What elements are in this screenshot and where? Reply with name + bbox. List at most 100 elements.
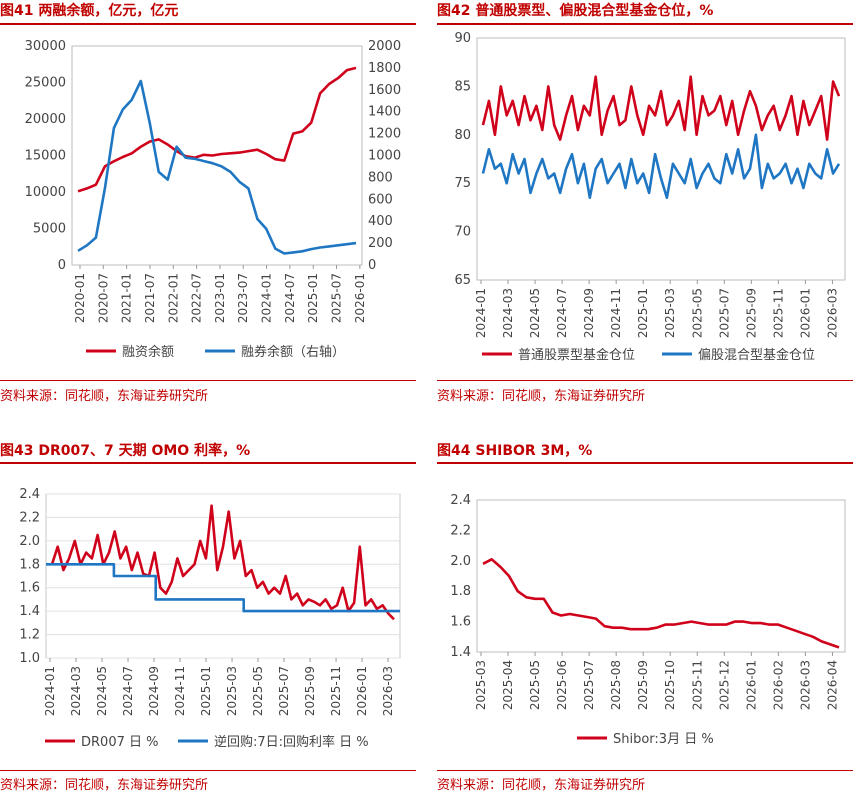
y-tick-label: 15000 (25, 149, 66, 164)
x-tick-label: 2021-01 (120, 273, 134, 323)
plot-frame (476, 37, 846, 281)
x-tick-label: 2024-09 (582, 288, 596, 338)
y-tick-label: 90 (454, 31, 471, 46)
x-tick-label: 2026-03 (798, 660, 812, 710)
plot-frame (45, 493, 401, 659)
y2-tick-label: 1800 (368, 61, 401, 76)
y2-tick-label: 2000 (368, 39, 401, 54)
y-tick-label: 1.4 (19, 604, 40, 619)
y-tick-label: 2.2 (19, 510, 40, 525)
fund-position-chart: 65 70 75 80 85 90 2024-01 2024-03 2024-05 2024-07… (454, 31, 846, 363)
y-tick-label: 75 (454, 176, 471, 191)
margin-balance-chart: 0 5000 10000 15000 20000 25000 30000 0 200 400 600… (25, 39, 401, 360)
y2-tick-label: 600 (368, 192, 393, 207)
y-tick-label: 65 (454, 273, 471, 288)
y-tick-label: 70 (454, 225, 471, 240)
plot-frame (476, 499, 846, 653)
x-tick-label: 2024-07 (283, 273, 297, 323)
y-tick-label: 1.6 (450, 615, 471, 630)
legend-label: 逆回购:7日:回购利率 日 % (214, 734, 369, 750)
x-tick-label: 2025-01 (199, 666, 213, 716)
x-tick-label: 2021-07 (143, 273, 157, 323)
panel-title: 图41 两融余额，亿元，亿元 (0, 3, 179, 19)
x-tick-label: 2022-01 (166, 273, 180, 323)
title-rule (437, 462, 853, 464)
legend-label: Shibor:3月 日 % (613, 732, 714, 747)
x-tick-label: 2026-01 (798, 288, 812, 338)
x-tick-label: 2025-03 (474, 660, 488, 710)
legend-label: 融资余额 (122, 344, 174, 360)
title-rule (0, 23, 416, 25)
y-tick-label: 1.6 (19, 581, 40, 596)
x-tick-label: 2026-03 (381, 666, 395, 716)
series-line (481, 133, 841, 199)
y2-tick-label: 1400 (368, 105, 401, 120)
series-line (77, 79, 357, 255)
x-tick-label: 2026-02 (771, 660, 785, 710)
x-tick-label: 2025-10 (663, 660, 677, 710)
source-rule (0, 770, 416, 771)
source-note: 资料来源：同花顺，东海证券研究所 (0, 778, 209, 793)
panel-margin-balance: 图41 两融余额，亿元，亿元 0 5000 10000 15000 20000 25000… (0, 0, 416, 404)
source-rule (437, 770, 853, 771)
legend-label: 普通股票型基金仓位 (518, 347, 635, 363)
y-tick-label: 2.0 (19, 534, 40, 549)
y2-tick-label: 1600 (368, 83, 401, 98)
series-line (481, 75, 841, 141)
source-note: 资料来源：同花顺，东海证券研究所 (0, 389, 209, 404)
title-rule (0, 462, 416, 464)
x-tick-label: 2024-01 (43, 666, 57, 716)
x-tick-label: 2024-07 (555, 288, 569, 338)
series-line (46, 563, 400, 613)
x-tick-label: 2024-05 (95, 666, 109, 716)
y-tick-label: 10000 (25, 185, 66, 200)
y-tick-label: 2.0 (450, 554, 471, 569)
x-tick-label: 2026-01 (744, 660, 758, 710)
y-tick-label: 1.8 (19, 557, 40, 572)
shibor-3m-chart: 1.4 1.6 1.8 2.0 2.2 2.4 2025-03 2025-04 2025-05 2… (450, 493, 846, 747)
panel-title: 图42 普通股票型、偏股混合型基金仓位，% (437, 3, 714, 19)
y-tick-label: 2.4 (450, 493, 471, 508)
x-tick-label: 2025-11 (771, 288, 785, 338)
y-tick-label: 30000 (25, 39, 66, 54)
y2-tick-label: 800 (368, 170, 393, 185)
x-tick-label: 2025-12 (717, 660, 731, 710)
x-tick-label: 2025-09 (744, 288, 758, 338)
x-tick-label: 2025-08 (609, 660, 623, 710)
x-tick-label: 2025-07 (330, 273, 344, 323)
y2-tick-label: 0 (368, 258, 376, 273)
x-tick-label: 2024-01 (260, 273, 274, 323)
x-tick-label: 2025-07 (717, 288, 731, 338)
x-tick-label: 2024-03 (69, 666, 83, 716)
series-line (77, 66, 357, 193)
x-tick-label: 2022-07 (190, 273, 204, 323)
source-rule (437, 380, 853, 381)
x-tick-label: 2024-03 (501, 288, 515, 338)
x-tick-label: 2024-09 (147, 666, 161, 716)
x-tick-label: 2025-01 (636, 288, 650, 338)
panel-dr007-omo: 图43 DR007、7 天期 OMO 利率，% 1.0 1.2 1.4 1.6 1.8 2… (0, 440, 416, 794)
x-tick-label: 2025-11 (329, 666, 343, 716)
series-line (482, 558, 840, 649)
x-tick-label: 2025-01 (306, 273, 320, 323)
x-tick-label: 2025-04 (501, 660, 515, 710)
y-tick-label: 0 (58, 258, 66, 273)
x-tick-label: 2020-07 (96, 273, 110, 323)
y2-tick-label: 1200 (368, 127, 401, 142)
y-tick-label: 85 (454, 79, 471, 94)
x-tick-label: 2026-03 (825, 288, 839, 338)
x-tick-label: 2025-09 (636, 660, 650, 710)
x-tick-label: 2023-07 (236, 273, 250, 323)
y-tick-label: 1.8 (450, 584, 471, 599)
x-tick-label: 2024-11 (609, 288, 623, 338)
panel-title: 图43 DR007、7 天期 OMO 利率，% (0, 443, 251, 459)
x-tick-label: 2024-07 (121, 666, 135, 716)
series-line (50, 504, 395, 621)
x-tick-label: 2025-11 (690, 660, 704, 710)
legend-label: 偏股混合型基金仓位 (698, 347, 815, 363)
plot-frame (71, 45, 363, 266)
panel-title: 图44 SHIBOR 3M，% (437, 443, 593, 459)
x-tick-label: 2023-01 (213, 273, 227, 323)
y-tick-label: 5000 (33, 222, 66, 237)
x-tick-label: 2025-07 (582, 660, 596, 710)
